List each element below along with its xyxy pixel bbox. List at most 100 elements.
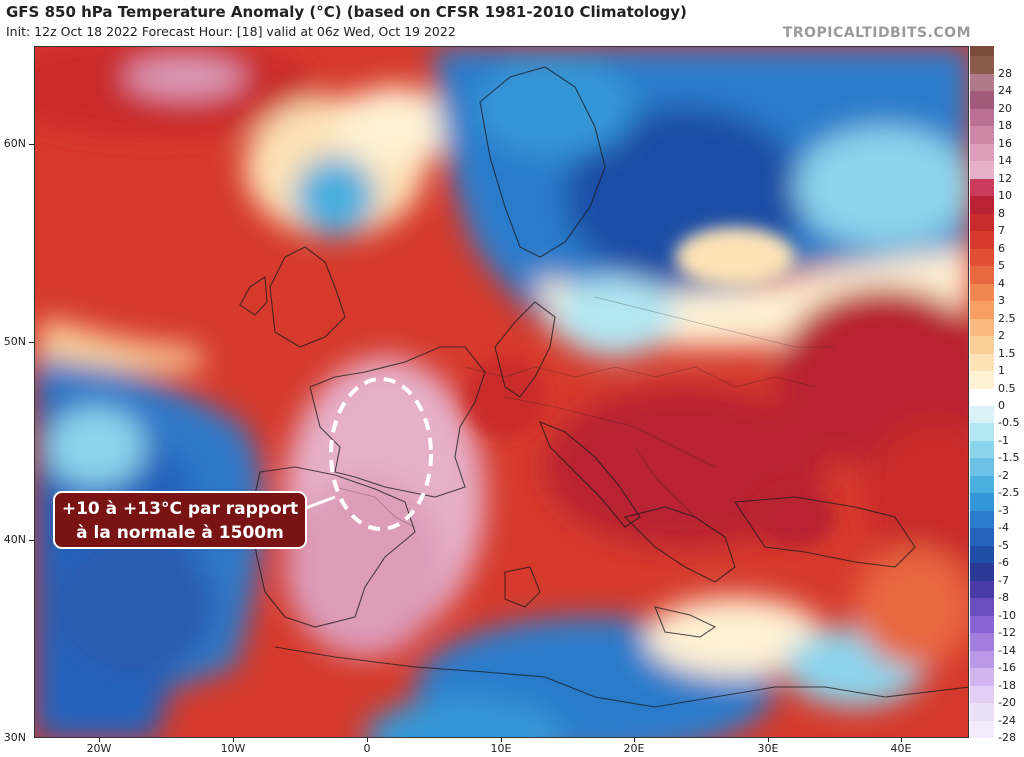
anomaly-annotation: +10 à +13°C par rapport à la normale à 1… [53, 491, 307, 549]
legend-cell [970, 143, 994, 162]
legend-cell [970, 685, 994, 704]
lat-label-30n: 30N [3, 731, 26, 744]
legend-cell [970, 423, 994, 442]
legend-label: -2.5 [998, 486, 1020, 500]
annotation-pointer [302, 495, 336, 511]
lon-tick-20w [99, 738, 100, 742]
legend-cell [970, 231, 994, 250]
lon-label-10w: 10W [220, 742, 246, 755]
brand-watermark: TROPICALTIDBITS.COM [782, 25, 971, 41]
legend-cell [970, 213, 994, 232]
lon-tick-20e [634, 738, 635, 742]
legend-cell [970, 633, 994, 652]
legend-label: 12 [998, 171, 1012, 185]
legend-cell [970, 615, 994, 634]
legend-label: -7 [998, 573, 1009, 587]
legend-cell [970, 283, 994, 302]
lon-tick-30e [768, 738, 769, 742]
legend-label: 5 [998, 259, 1005, 273]
lon-label-40e: 40E [890, 742, 912, 755]
legend-cell [970, 73, 994, 92]
legend-cell [970, 318, 994, 337]
legend-cell [970, 266, 994, 285]
legend-label: 16 [998, 136, 1012, 150]
legend-label: 7 [998, 224, 1005, 238]
legend-cell [970, 56, 994, 75]
legend-cell [970, 545, 994, 564]
legend-cell [970, 720, 994, 739]
lon-label-10e: 10E [490, 742, 512, 755]
legend-cell [970, 563, 994, 582]
legend-label: -8 [998, 591, 1009, 605]
legend-label: -12 [998, 626, 1016, 640]
legend-label: 28 [998, 66, 1012, 80]
legend-cell [970, 371, 994, 389]
legend-label: -18 [998, 678, 1016, 692]
legend-cell [970, 336, 994, 355]
legend-cell [970, 650, 994, 669]
annotation-line-1: +10 à +13°C par rapport [61, 499, 299, 519]
legend-label: 4 [998, 276, 1005, 290]
lat-label-60n: 60N [3, 137, 26, 150]
legend-cell [970, 388, 994, 407]
legend-cell [970, 301, 994, 320]
legend-label: -5 [998, 538, 1009, 552]
legend-cell [970, 126, 994, 145]
legend-label: 8 [998, 206, 1005, 220]
map-title: GFS 850 hPa Temperature Anomaly (°C) (ba… [6, 3, 687, 21]
legend-label: -4 [998, 521, 1009, 535]
legend-label: -16 [998, 661, 1016, 675]
legend-label: -6 [998, 556, 1009, 570]
lon-tick-10w [233, 738, 234, 742]
legend-label: -0.5 [998, 416, 1020, 430]
legend-label: -24 [998, 713, 1016, 727]
color-legend [970, 46, 994, 739]
legend-cell [970, 196, 994, 215]
legend-cell [970, 703, 994, 722]
legend-cell-cap [970, 46, 994, 57]
lon-tick-10e [501, 738, 502, 742]
legend-cell [970, 598, 994, 617]
legend-label: 1.5 [998, 346, 1016, 360]
highlight-ellipse [329, 377, 433, 531]
legend-cell [970, 108, 994, 127]
legend-cell [970, 91, 994, 110]
lon-label-20e: 20E [623, 742, 645, 755]
legend-cell [970, 405, 994, 424]
lon-label-30e: 30E [757, 742, 779, 755]
legend-label: 6 [998, 241, 1005, 255]
legend-label: -28 [998, 731, 1016, 744]
legend-label: 24 [998, 84, 1012, 98]
legend-label: 10 [998, 189, 1012, 203]
legend-label: 0 [998, 398, 1005, 412]
legend-cell [970, 668, 994, 687]
legend-label: -3 [998, 503, 1009, 517]
lat-tick-60n [29, 144, 34, 145]
legend-label: 1 [998, 364, 1005, 378]
lon-label-20w: 20W [86, 742, 112, 755]
legend-cell [970, 248, 994, 267]
legend-label: -14 [998, 643, 1016, 657]
legend-cell [970, 510, 994, 529]
legend-cell [970, 440, 994, 459]
legend-label: -2 [998, 468, 1009, 482]
legend-cell [970, 178, 994, 197]
anomaly-map [34, 46, 969, 738]
legend-label: -1.5 [998, 451, 1020, 465]
legend-label: 14 [998, 154, 1012, 168]
legend-label: 3 [998, 294, 1005, 308]
legend-label: -1 [998, 433, 1009, 447]
lon-label-0: 0 [363, 742, 371, 755]
legend-cell [970, 580, 994, 599]
map-subtitle: Init: 12z Oct 18 2022 Forecast Hour: [18… [6, 24, 456, 39]
lat-tick-50n [29, 342, 34, 343]
legend-label: -20 [998, 696, 1016, 710]
legend-label: 2.5 [998, 311, 1016, 325]
legend-cell [970, 475, 994, 494]
legend-cell [970, 458, 994, 477]
lat-tick-40n [29, 540, 34, 541]
lat-label-50n: 50N [3, 335, 26, 348]
anomaly-field [35, 47, 968, 737]
legend-label: 20 [998, 101, 1012, 115]
legend-label: -10 [998, 608, 1016, 622]
